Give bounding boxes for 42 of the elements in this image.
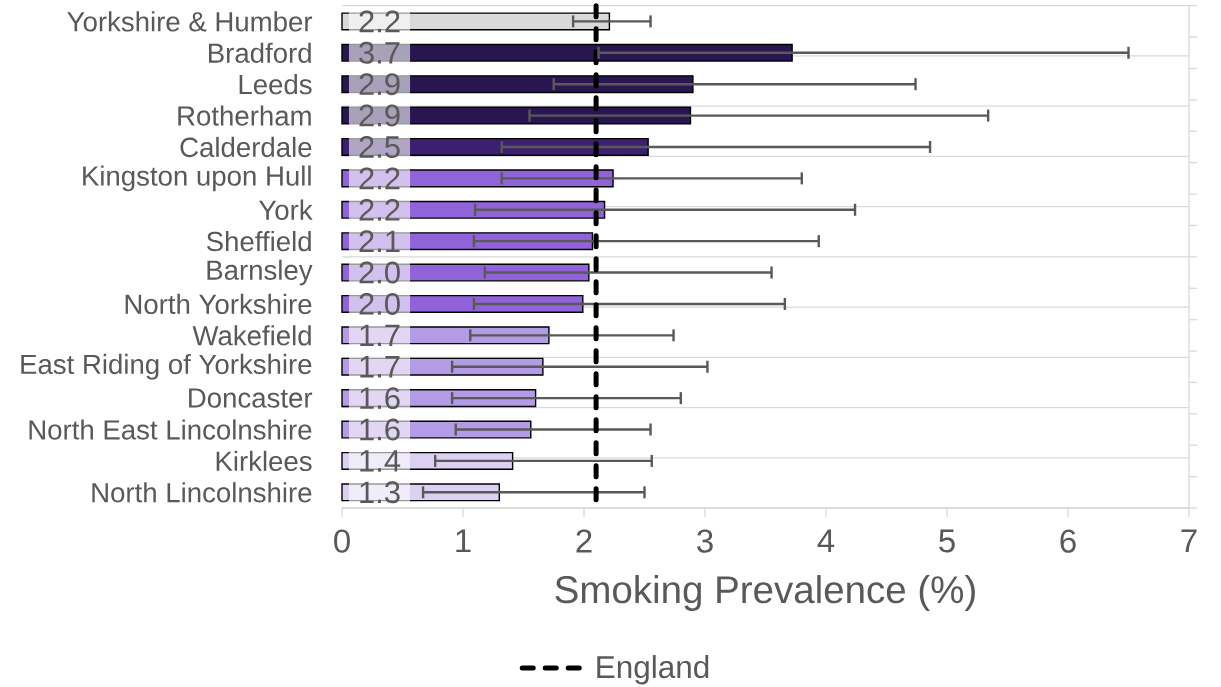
legend-label: England <box>597 655 709 685</box>
x-tick-label: 0 <box>334 529 350 553</box>
data-label: 2.2 <box>359 198 400 221</box>
data-label: 1.7 <box>360 356 400 378</box>
x-tick-label: 4 <box>817 529 835 553</box>
y-tick-label: York <box>258 199 313 220</box>
data-label: 2.0 <box>359 261 400 284</box>
y-tick-label: Kingston upon Hull <box>83 165 311 192</box>
x-tick-label: 2 <box>576 529 592 553</box>
y-tick-label: North East Lincolnshire <box>29 419 312 440</box>
y-tick-label: North Yorkshire <box>125 293 312 315</box>
data-label: 2.0 <box>359 292 400 315</box>
x-tick-label: 5 <box>939 529 955 553</box>
data-label: 1.6 <box>360 387 400 410</box>
y-tick-label: Kirklees <box>216 450 312 472</box>
y-tick-label: Wakefield <box>192 325 311 346</box>
x-axis-title: Smoking Prevalence (%) <box>555 575 975 611</box>
data-label: 1.4 <box>360 450 401 472</box>
y-tick-label: Yorkshire & Humber <box>67 11 313 32</box>
y-tick-label: Bradford <box>209 42 311 63</box>
data-label: 2.9 <box>359 104 400 127</box>
y-tick-label: North Lincolnshire <box>92 482 312 503</box>
x-tick-label: 7 <box>1181 529 1197 553</box>
y-tick-label: Barnsley <box>207 259 313 286</box>
y-tick-label: Rotherham <box>178 105 311 126</box>
x-tick-label: 1 <box>456 529 471 553</box>
data-label: 2.9 <box>359 73 400 96</box>
data-label: 1.7 <box>360 324 400 347</box>
y-tick-label: Leeds <box>239 74 312 95</box>
y-tick-label: East Riding of Yorkshire <box>21 353 312 380</box>
y-tick-label: Sheffield <box>206 231 311 252</box>
data-label: 3.7 <box>359 41 400 64</box>
x-tick-label: 6 <box>1060 529 1076 553</box>
data-label: 1.6 <box>360 418 400 441</box>
data-label: 2.2 <box>359 10 400 33</box>
data-label: 2.5 <box>359 136 400 158</box>
data-label: 2.2 <box>359 167 400 190</box>
y-tick-label: Doncaster <box>189 388 313 408</box>
x-tick-label: 3 <box>697 529 713 553</box>
data-label: 2.1 <box>359 230 400 252</box>
data-label: 1.3 <box>360 481 400 504</box>
y-tick-label: Calderdale <box>180 136 312 158</box>
